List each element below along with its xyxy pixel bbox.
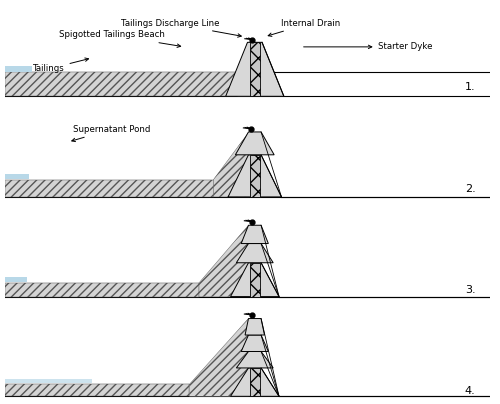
- Polygon shape: [228, 155, 281, 197]
- Polygon shape: [236, 244, 273, 263]
- Polygon shape: [236, 132, 274, 155]
- Polygon shape: [238, 42, 250, 96]
- Text: 3.: 3.: [465, 285, 475, 295]
- Text: Starter Dyke: Starter Dyke: [304, 42, 433, 51]
- Polygon shape: [241, 225, 268, 244]
- Text: Tailings: Tailings: [33, 58, 88, 74]
- Text: 2.: 2.: [464, 184, 475, 194]
- Polygon shape: [245, 318, 264, 335]
- Text: Tailings Discharge Line: Tailings Discharge Line: [120, 19, 242, 37]
- Text: 1.: 1.: [465, 82, 475, 92]
- Polygon shape: [5, 72, 238, 96]
- Text: 4.: 4.: [464, 386, 475, 396]
- Polygon shape: [5, 385, 190, 396]
- Polygon shape: [236, 351, 273, 368]
- Polygon shape: [230, 263, 279, 297]
- Polygon shape: [5, 179, 214, 197]
- Polygon shape: [190, 318, 248, 396]
- Polygon shape: [241, 335, 268, 351]
- Bar: [250, 368, 260, 396]
- Bar: [250, 155, 260, 197]
- Polygon shape: [226, 42, 284, 96]
- Polygon shape: [5, 283, 199, 297]
- Polygon shape: [214, 132, 249, 197]
- Polygon shape: [230, 368, 279, 396]
- Text: Supernatant Pond: Supernatant Pond: [72, 125, 150, 142]
- Bar: [250, 42, 260, 96]
- Bar: [250, 263, 260, 297]
- Polygon shape: [199, 225, 248, 297]
- Text: Internal Drain: Internal Drain: [268, 19, 340, 36]
- Text: Spigotted Tailings Beach: Spigotted Tailings Beach: [59, 30, 180, 47]
